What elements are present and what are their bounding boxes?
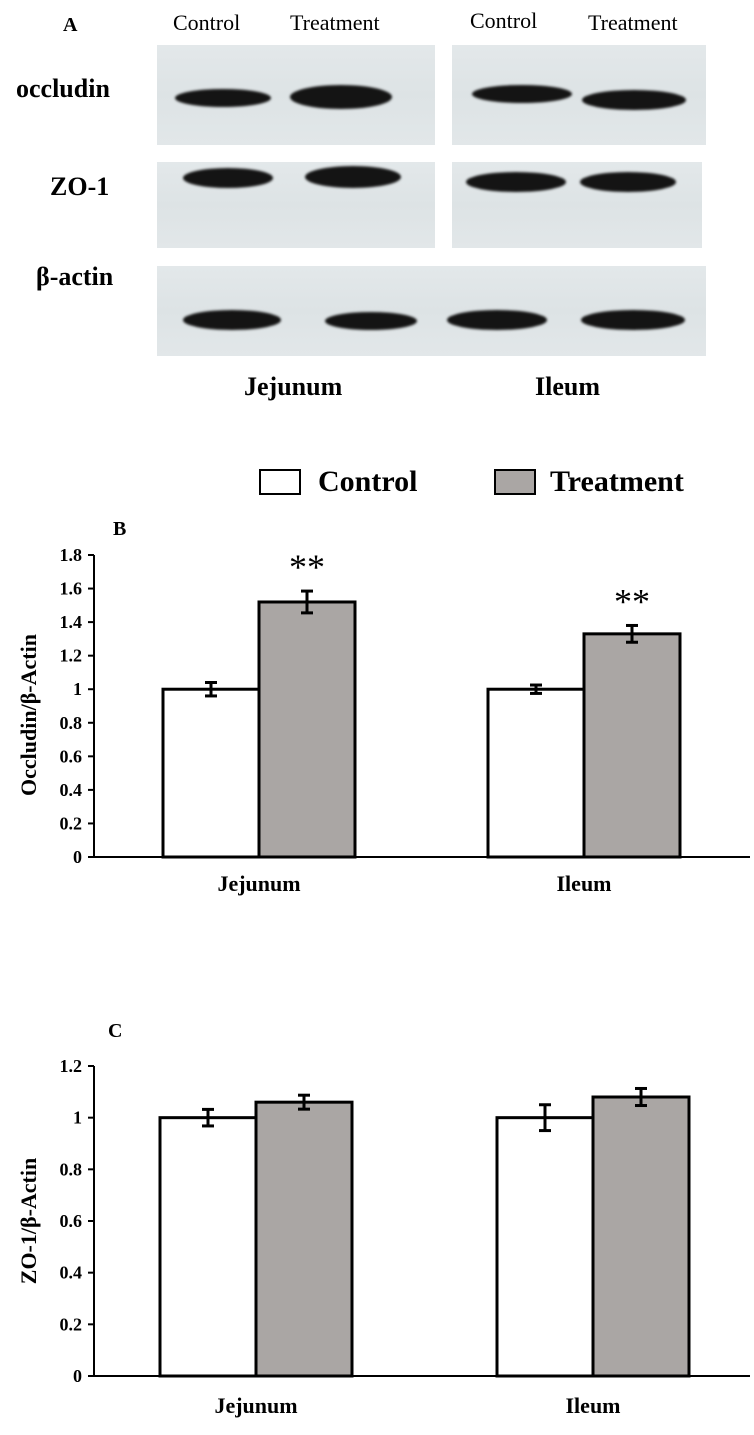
chart-b-y-tick-label: 1.2 xyxy=(60,646,83,666)
chart-b-x-tick-label: Ileum xyxy=(557,871,612,896)
protein-label-occludin: occludin xyxy=(16,74,110,103)
chart-b-y-tick-label: 0.8 xyxy=(60,713,83,733)
chart-b-significance-marker: ** xyxy=(614,581,650,621)
panel-b-letter: B xyxy=(113,518,126,540)
lane-label-treatment-ileum: Treatment xyxy=(588,10,678,35)
chart-b-y-tick-label: 1.4 xyxy=(60,612,83,632)
tissue-label-ileum: Ileum xyxy=(535,372,600,401)
band xyxy=(175,89,271,107)
chart-c-y-tick-label: 1 xyxy=(73,1108,82,1128)
chart-c-bar-treatment-jejunum xyxy=(254,1100,354,1378)
chart-b-y-tick-label: 0.6 xyxy=(60,746,83,766)
legend-treatment-swatch xyxy=(494,469,536,495)
blot-strip-beta-actin xyxy=(157,266,706,356)
chart-c: C 0 0.2 0.4 0.6 0.8 1 1.2 Jejunum Ileum ZO-1/β-… xyxy=(16,1020,750,1418)
chart-c-bar-control-jejunum xyxy=(158,1116,258,1378)
blot-strip-occludin-jejunum xyxy=(157,45,435,145)
blot-strip-occludin-ileum xyxy=(452,45,706,145)
band xyxy=(183,168,273,188)
lane-label-control-jejunum: Control xyxy=(173,10,241,35)
chart-b-axes: 0 0.2 0.4 0.6 0.8 1 1.2 1.4 1.6 1.8 xyxy=(60,545,750,867)
chart-b-y-tick-label: 1 xyxy=(73,679,82,699)
blot-strip-zo1-jejunum xyxy=(157,162,435,248)
chart-c-bars: Jejunum Ileum xyxy=(158,1086,691,1418)
chart-b-ylabel: Occludin/β-Actin xyxy=(16,634,41,796)
band xyxy=(290,85,392,109)
chart-b-bar-treatment-jejunum xyxy=(257,600,357,859)
band xyxy=(183,310,281,330)
band xyxy=(325,312,417,330)
chart-b-y-tick-label: 1.8 xyxy=(60,545,83,565)
chart-b: B 00.20.40.60.811.21.41.61.8 **Jejunum**… xyxy=(16,518,750,896)
chart-b-y-tick-label: 1.6 xyxy=(60,579,83,599)
chart-c-ylabel: ZO-1/β-Actin xyxy=(16,1158,41,1284)
chart-c-y-tick-label: 0.2 xyxy=(60,1314,83,1334)
chart-b-bar-treatment-ileum xyxy=(582,632,682,859)
panel-a-letter: A xyxy=(63,14,78,36)
chart-c-y-tick-label: 0.6 xyxy=(60,1211,83,1231)
lane-label-control-ileum: Control xyxy=(470,8,538,33)
band xyxy=(581,310,685,330)
bar-charts: Control Treatment B 0 0.2 0.4 0.6 0.8 1 1.2 1.4… xyxy=(16,465,750,1418)
chart-c-bar-treatment-ileum xyxy=(591,1095,691,1378)
chart-b-y-tick-label: 0.2 xyxy=(60,813,83,833)
protein-label-beta-actin: β-actin xyxy=(36,262,114,291)
legend-control-label: Control xyxy=(318,465,417,498)
tissue-label-jejunum: Jejunum xyxy=(244,372,343,401)
panel-c-letter: C xyxy=(108,1020,122,1042)
chart-c-x-tick-label: Ileum xyxy=(566,1393,621,1418)
band xyxy=(466,172,566,192)
protein-label-zo1: ZO-1 xyxy=(50,172,110,201)
chart-b-bars: ** Jejunum ** Ileum xyxy=(161,547,682,896)
chart-b-y-tick-label: 0.4 xyxy=(60,780,83,800)
lane-label-treatment-jejunum: Treatment xyxy=(290,10,380,35)
legend-control-swatch xyxy=(259,469,301,495)
band xyxy=(580,172,676,192)
band xyxy=(582,90,686,110)
band xyxy=(447,310,547,330)
chart-c-y-tick-label: 0.8 xyxy=(60,1159,83,1179)
chart-b-bar-control-ileum xyxy=(486,687,586,859)
chart-c-y-tick-label: 1.2 xyxy=(60,1056,83,1076)
band xyxy=(472,85,572,103)
chart-c-bar-control-ileum xyxy=(495,1116,595,1378)
band xyxy=(305,166,401,188)
chart-c-y-tick-label: 0 xyxy=(73,1366,82,1386)
chart-b-x-tick-label: Jejunum xyxy=(217,871,300,896)
chart-b-bar-control-jejunum xyxy=(161,687,261,859)
chart-c-y-tick-label: 0.4 xyxy=(60,1263,83,1283)
legend-treatment-label: Treatment xyxy=(550,465,684,498)
chart-c-x-tick-label: Jejunum xyxy=(214,1393,297,1418)
chart-b-y-tick-label: 0 xyxy=(73,847,82,867)
chart-b-significance-marker: ** xyxy=(289,547,325,587)
legend: Control Treatment xyxy=(259,465,684,498)
blot-strip-zo1-ileum xyxy=(452,162,702,248)
